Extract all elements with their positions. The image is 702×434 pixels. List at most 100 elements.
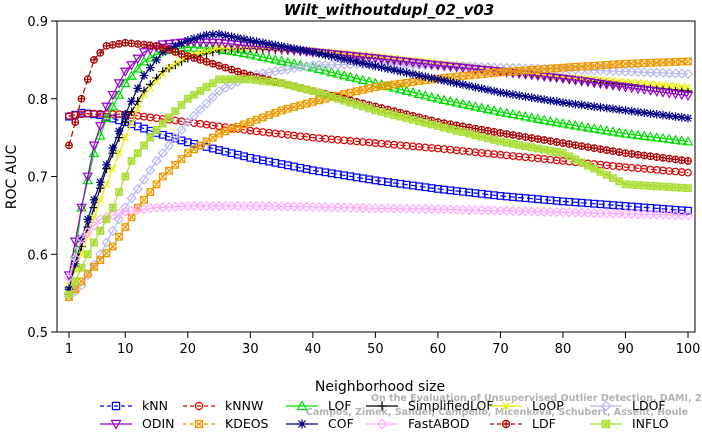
legend-item-ldof: LDOF [590, 398, 666, 413]
data-point [620, 83, 631, 93]
data-point [113, 79, 125, 89]
data-point [71, 277, 80, 286]
data-point [632, 129, 644, 140]
data-point [490, 127, 499, 136]
legend-label: LDOF [632, 398, 666, 413]
data-point [183, 36, 193, 45]
legend-item-cof: COF [286, 416, 354, 431]
data-point [114, 126, 124, 136]
data-point [90, 238, 98, 247]
data-point [140, 91, 148, 99]
data-point [527, 143, 536, 152]
data-point [327, 92, 336, 101]
data-point [383, 109, 392, 118]
data-point [576, 77, 588, 87]
data-point [246, 36, 255, 45]
x-tick-label: 30 [242, 342, 259, 357]
data-point [177, 56, 186, 64]
data-point [551, 116, 563, 127]
data-point [596, 167, 605, 176]
data-point [340, 96, 349, 105]
data-point [395, 83, 406, 94]
data-point [646, 181, 655, 190]
data-point [407, 87, 419, 97]
legend-label: COF [328, 416, 354, 431]
data-point [426, 60, 437, 71]
data-point [382, 55, 394, 66]
data-point [65, 141, 73, 150]
data-point [315, 89, 324, 97]
data-point [207, 92, 218, 103]
data-point [83, 250, 92, 259]
data-point [159, 70, 167, 79]
data-point [638, 85, 650, 96]
data-point [214, 29, 224, 39]
data-point [126, 61, 137, 71]
data-point [621, 149, 630, 158]
data-point [371, 106, 380, 115]
data-point [557, 118, 569, 128]
data-point [609, 174, 617, 182]
data-point [183, 149, 192, 158]
data-point [333, 53, 343, 62]
data-point [445, 95, 456, 106]
data-point [577, 158, 586, 167]
data-point [158, 172, 167, 181]
data-point [484, 134, 492, 143]
data-point [665, 154, 674, 163]
legend-item-loop: LoOP [490, 398, 564, 413]
data-point [438, 62, 450, 72]
x-tick-label: 20 [180, 342, 197, 357]
data-point [215, 129, 223, 138]
data-point [252, 44, 261, 52]
data-point [639, 108, 649, 118]
y-tick-label: 0.5 [27, 326, 48, 341]
data-point [540, 136, 549, 144]
data-point [221, 127, 230, 136]
data-point [451, 63, 462, 73]
data-point [458, 80, 468, 89]
data-point [596, 145, 605, 154]
data-point [127, 157, 136, 165]
data-point [376, 55, 387, 65]
data-point [483, 85, 493, 95]
data-point [577, 100, 587, 110]
data-point [271, 108, 280, 117]
legend-label: FastABOD [408, 416, 470, 431]
data-point [202, 57, 211, 66]
data-point [94, 122, 106, 132]
data-point [88, 220, 100, 231]
data-point [277, 106, 286, 115]
data-point [509, 131, 517, 139]
series-line [68, 205, 689, 278]
data-point [471, 124, 480, 133]
data-point [371, 61, 380, 71]
data-point [526, 112, 538, 122]
data-point [358, 58, 368, 68]
data-point [364, 60, 374, 69]
data-point [538, 114, 550, 125]
data-point [563, 119, 575, 129]
data-point [196, 49, 205, 57]
legend-label: INFLO [632, 416, 669, 431]
data-point [127, 119, 136, 128]
data-point [290, 82, 298, 91]
data-point [165, 46, 173, 54]
data-point [182, 116, 193, 128]
data-point [71, 118, 80, 126]
data-point [246, 75, 255, 84]
data-point [677, 183, 686, 192]
data-point [446, 125, 455, 133]
data-point [420, 90, 431, 100]
data-point [233, 75, 242, 84]
chart-title: Wilt_withoutdupl_02_v03 [284, 1, 494, 19]
data-point [183, 94, 192, 103]
data-point [671, 183, 680, 192]
data-point [684, 206, 692, 215]
data-point [82, 227, 93, 238]
data-point [171, 107, 180, 116]
data-point [133, 149, 142, 158]
data-point [127, 39, 136, 48]
data-point [627, 106, 637, 116]
data-point [596, 103, 605, 112]
